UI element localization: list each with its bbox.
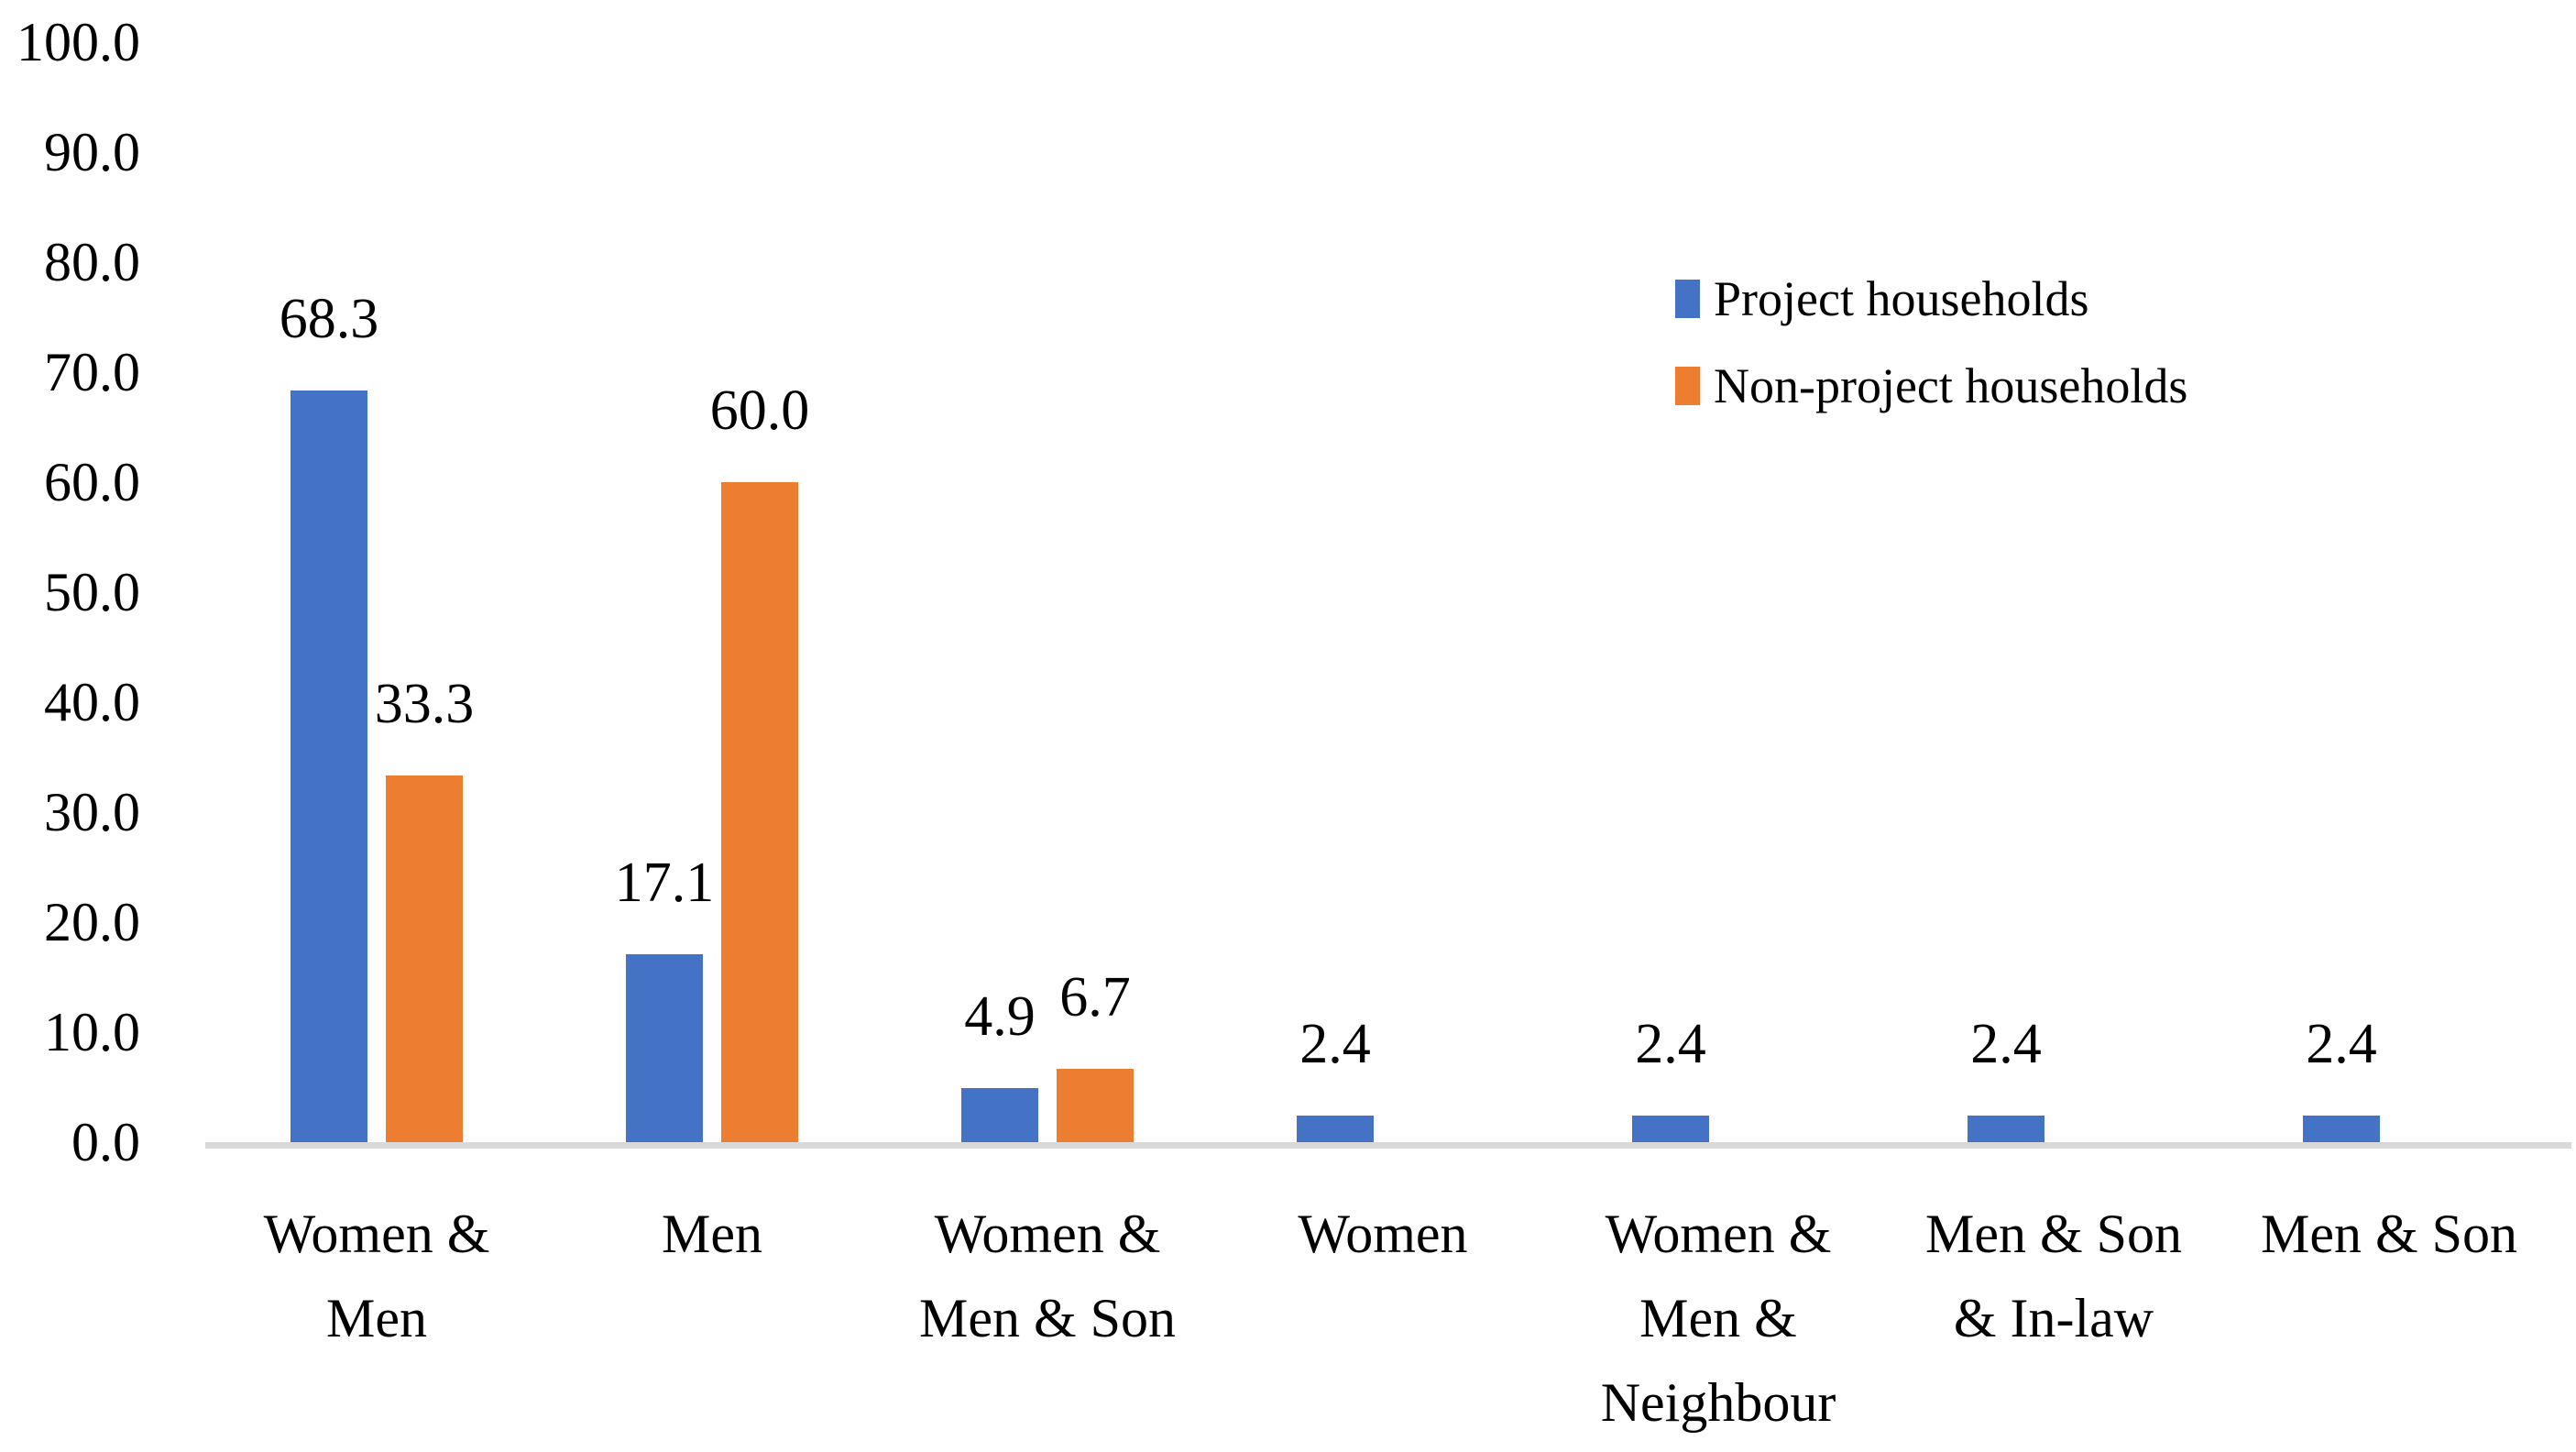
x-axis-line	[205, 1142, 2571, 1149]
y-axis-tick-label: 60.0	[44, 452, 140, 512]
bar-project	[1297, 1116, 1374, 1142]
y-axis-tick-label: 40.0	[44, 672, 140, 732]
value-label: 2.4	[2306, 1013, 2377, 1076]
legend-label: Non-project households	[1714, 358, 2188, 413]
category-label: Men	[662, 1204, 762, 1264]
bar-non-project	[721, 482, 798, 1142]
legend-item: Non-project households	[1675, 358, 2187, 414]
legend-item: Project households	[1675, 270, 2187, 327]
category-label: Women	[1298, 1204, 1468, 1264]
value-label: 33.3	[374, 673, 475, 736]
value-label: 68.3	[279, 288, 379, 351]
y-axis-tick-label: 0.0	[71, 1112, 140, 1172]
category-label: Men & Son & In-law	[1924, 1204, 2183, 1348]
bar-project	[1968, 1116, 2044, 1142]
value-label: 6.7	[1059, 965, 1131, 1028]
value-label: 17.1	[614, 851, 715, 914]
value-label: 2.4	[1970, 1013, 2042, 1076]
legend: Project households Non-project households	[1675, 270, 2187, 414]
legend-swatch-icon	[1675, 280, 1700, 318]
legend-label: Project households	[1714, 271, 2089, 326]
bar-project	[2303, 1116, 2380, 1142]
category-label: Women & Men & Son	[918, 1204, 1177, 1348]
value-label: 2.4	[1299, 1013, 1371, 1076]
value-label: 2.4	[1635, 1013, 1706, 1076]
y-axis-tick-label: 70.0	[44, 342, 140, 402]
legend-swatch-icon	[1675, 367, 1700, 405]
bar-project	[961, 1088, 1038, 1142]
category-label: Men & Son	[2260, 1204, 2518, 1264]
y-axis-tick-label: 10.0	[44, 1002, 140, 1062]
value-label: 60.0	[709, 380, 810, 442]
bar-non-project	[386, 776, 463, 1142]
y-axis-tick-label: 30.0	[44, 782, 140, 842]
bar-project	[1632, 1116, 1709, 1142]
y-axis-tick-label: 20.0	[44, 892, 140, 952]
y-axis-tick-label: 50.0	[44, 562, 140, 622]
category-label: Women & Men	[263, 1204, 490, 1348]
y-axis-tick-label: 80.0	[44, 232, 140, 292]
y-axis-tick-label: 90.0	[44, 122, 140, 182]
bar-project	[626, 953, 703, 1142]
category-label: Women & Men & Neighbour	[1600, 1204, 1836, 1433]
bar-project	[290, 390, 367, 1142]
value-label: 4.9	[964, 985, 1036, 1049]
y-axis-tick-label: 100.0	[16, 12, 140, 72]
bar-non-project	[1057, 1068, 1134, 1142]
